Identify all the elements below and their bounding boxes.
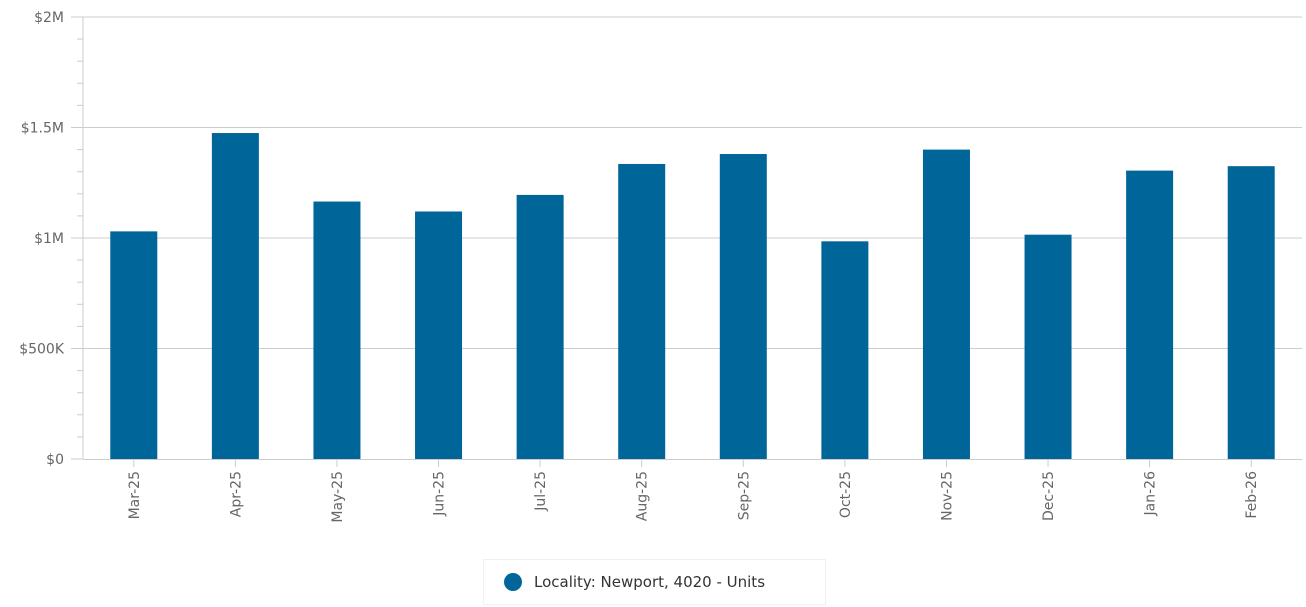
- x-tick-label: Sep-25: [736, 471, 752, 520]
- bar-jul-25: [516, 194, 564, 459]
- x-tick-label: Jan-26: [1143, 471, 1159, 517]
- x-tick-label: Dec-25: [1041, 471, 1057, 521]
- y-tick-label: $2M: [34, 10, 64, 26]
- legend-label: Locality: Newport, 4020 - Units: [534, 573, 766, 591]
- bar-apr-25: [211, 133, 259, 459]
- x-tick-label: Jun-25: [432, 471, 448, 517]
- y-tick-label: $500K: [19, 342, 65, 358]
- x-axis: Mar-25 Apr-25 May-25 Jun-25 Jul-25 Aug-25 Sep-…: [83, 459, 1302, 523]
- grid-lines: [83, 16, 1302, 349]
- y-tick-label: $0: [46, 452, 64, 468]
- x-tick-label: Feb-26: [1244, 471, 1260, 519]
- y-tick-label: $1M: [34, 231, 64, 247]
- x-tick-label: Apr-25: [228, 471, 244, 517]
- y-axis: $0 $500K $1M $1.5M $2M: [19, 10, 84, 468]
- x-tick-label: Nov-25: [939, 471, 955, 521]
- x-tick-label: Mar-25: [127, 471, 143, 519]
- bar-jun-25: [415, 211, 463, 459]
- bar-nov-25: [922, 149, 970, 459]
- legend-marker-icon: [504, 573, 522, 591]
- bar-may-25: [313, 201, 361, 459]
- bar-feb-26: [1227, 166, 1275, 460]
- x-tick-label: May-25: [330, 471, 346, 523]
- bar-dec-25: [1024, 234, 1072, 459]
- x-tick-label: Jul-25: [533, 471, 549, 512]
- x-tick-label: Oct-25: [838, 471, 854, 518]
- x-tick-label: Aug-25: [635, 471, 651, 521]
- bar-jan-26: [1126, 170, 1174, 459]
- bar-mar-25: [110, 231, 158, 459]
- bar-oct-25: [821, 241, 869, 459]
- legend[interactable]: Locality: Newport, 4020 - Units: [483, 559, 826, 605]
- bar-sep-25: [719, 154, 767, 459]
- bars: [110, 133, 1275, 460]
- y-tick-label: $1.5M: [21, 121, 64, 137]
- bar-chart: $0 $500K $1M $1.5M $2M Mar-25 Apr-25 May-25 Jun…: [19, 10, 1302, 523]
- bar-aug-25: [618, 163, 666, 459]
